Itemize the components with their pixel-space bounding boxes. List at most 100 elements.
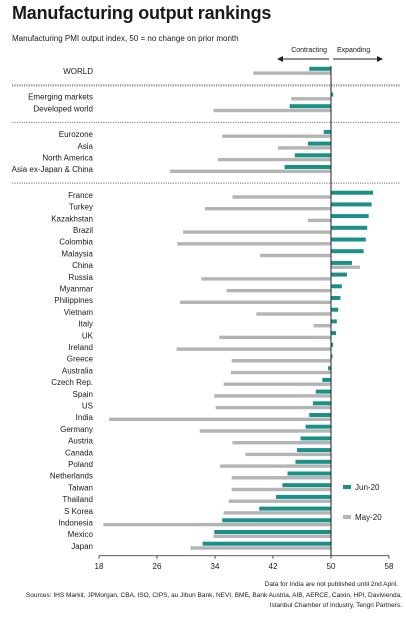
bar-may-20 (313, 324, 331, 328)
bar-may-20 (204, 207, 331, 211)
bar-may-20 (176, 347, 331, 351)
bar-jun-20 (331, 225, 368, 230)
category-label: Myanmar (60, 285, 94, 294)
category-label: Vietnam (64, 308, 94, 317)
category-label: Greece (67, 355, 94, 364)
category-label: France (68, 191, 93, 200)
bar-may-20 (103, 522, 331, 527)
bar-jun-20 (331, 249, 364, 254)
bar-jun-20 (282, 483, 331, 488)
bar-jun-20 (305, 424, 331, 429)
expanding-label: Expanding (337, 47, 370, 54)
category-label: US (82, 402, 93, 411)
bar-jun-20 (331, 342, 334, 347)
bar-may-20 (231, 487, 331, 492)
bar-may-20 (217, 157, 331, 162)
legend-label-jun-20: Jun-20 (355, 483, 380, 492)
x-tick-label: 50 (327, 562, 336, 571)
bar-may-20 (109, 417, 332, 421)
bar-jun-20 (331, 202, 372, 207)
expanding-arrow-head (377, 56, 383, 62)
bar-jun-20 (328, 366, 331, 371)
bar-may-20 (231, 476, 331, 480)
bar-may-20 (177, 242, 331, 246)
bar-may-20 (256, 312, 331, 316)
bar-jun-20 (315, 389, 331, 394)
bar-jun-20 (289, 104, 331, 109)
bar-may-20 (307, 218, 331, 223)
bar-jun-20 (331, 319, 337, 324)
footnote: Data for India are not published until 2… (264, 581, 398, 588)
bar-may-20 (232, 441, 331, 445)
contracting-label: Contracting (291, 47, 327, 54)
bar-jun-20 (309, 66, 331, 71)
bar-may-20 (245, 452, 331, 457)
bar-jun-20 (307, 141, 331, 146)
category-label: Italy (78, 320, 93, 329)
category-label: Thailand (62, 495, 93, 504)
category-label: Netherlands (50, 472, 93, 481)
category-label: Malaysia (61, 249, 93, 258)
bar-may-20 (183, 230, 331, 234)
bar-may-20 (190, 546, 331, 550)
category-label: Mexico (68, 530, 94, 539)
bar-jun-20 (331, 307, 339, 312)
x-tick-label: 34 (211, 562, 220, 571)
bar-jun-20 (287, 471, 331, 476)
x-tick-label: 18 (95, 562, 104, 571)
category-label: Colombia (59, 238, 93, 247)
category-label: UK (82, 331, 94, 340)
bar-jun-20 (300, 436, 331, 441)
category-label: Brazil (73, 226, 93, 235)
category-label: Spain (73, 390, 93, 399)
category-label: Austria (68, 437, 93, 446)
bar-may-20 (228, 499, 331, 503)
bar-jun-20 (331, 331, 337, 336)
bar-jun-20 (222, 518, 331, 523)
sources: Sources: IHS Markit, JPMorgan, CBA, ISO,… (25, 592, 402, 609)
legend-label-may-20: May-20 (355, 513, 382, 522)
bar-jun-20 (331, 190, 374, 195)
category-label: S Korea (64, 507, 93, 516)
category-label: Asia ex-Japan & China (12, 165, 94, 174)
bar-jun-20 (284, 165, 331, 169)
bar-may-20 (278, 146, 331, 150)
bar-may-20 (213, 108, 331, 113)
category-label: China (72, 261, 93, 270)
category-label: Emerging markets (28, 93, 93, 102)
bar-may-20 (214, 394, 331, 398)
bar-may-20 (253, 71, 331, 75)
bar-jun-20 (331, 260, 353, 265)
bar-jun-20 (331, 296, 341, 300)
category-label: Germany (60, 425, 93, 434)
category-label: Poland (68, 460, 93, 469)
bar-may-20 (199, 429, 331, 433)
bar-may-20 (259, 253, 331, 258)
bar-may-20 (223, 511, 331, 515)
category-label: Czech Rep. (51, 378, 93, 387)
category-label: India (76, 413, 94, 422)
chart-title: Manufacturing output rankings (12, 3, 272, 23)
bar-jun-20 (275, 494, 331, 499)
bar-may-20 (232, 195, 331, 199)
bar-jun-20 (331, 92, 334, 97)
bar-may-20 (331, 265, 360, 269)
bar-may-20 (226, 288, 331, 293)
bar-jun-20 (323, 129, 331, 134)
x-tick-label: 42 (269, 562, 278, 571)
category-label: Japan (71, 542, 93, 551)
bar-may-20 (220, 464, 331, 468)
bar-may-20 (291, 97, 331, 101)
category-label: Eurozone (59, 130, 94, 139)
category-label: Canada (65, 448, 94, 457)
x-tick-label: 58 (385, 562, 394, 571)
bar-jun-20 (322, 377, 331, 382)
category-label: Asia (77, 142, 93, 151)
category-label: Ireland (69, 343, 93, 352)
bar-jun-20 (331, 272, 347, 277)
chart-subtitle: Manufacturing PMI output index, 50 = no … (12, 34, 239, 43)
bar-jun-20 (294, 153, 331, 158)
bar-jun-20 (295, 459, 331, 464)
category-label: Developed world (33, 104, 93, 113)
